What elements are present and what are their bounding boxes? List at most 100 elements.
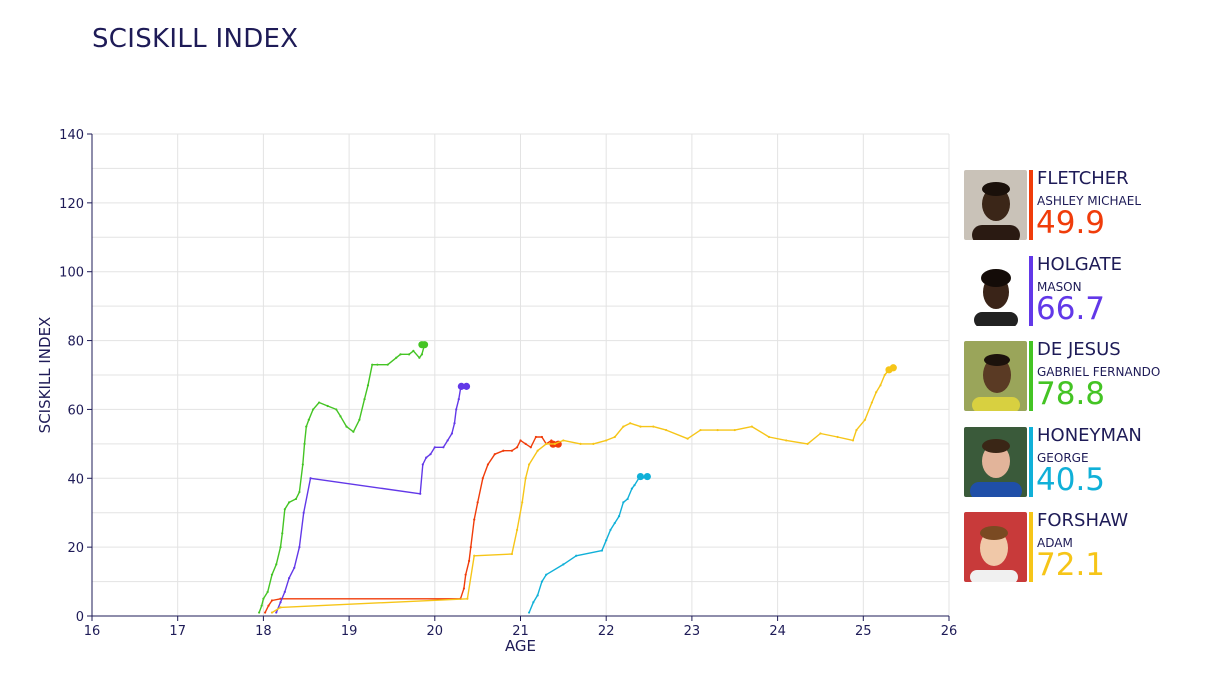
data-point-honeyman xyxy=(540,580,544,583)
player-photo-icon xyxy=(964,512,1027,582)
data-point-holgate xyxy=(450,432,454,435)
y-tick-label: 40 xyxy=(67,472,84,487)
end-marker-holgate xyxy=(462,382,471,390)
data-point-holgate xyxy=(425,456,428,459)
data-point-de-jesus xyxy=(418,356,421,359)
chart-series xyxy=(258,341,897,614)
data-point-de-jesus xyxy=(258,611,261,614)
data-point-forshaw xyxy=(524,477,527,480)
data-point-holgate xyxy=(302,511,305,514)
x-tick-label: 22 xyxy=(598,624,615,639)
data-point-fletcher xyxy=(467,559,471,563)
data-point-de-jesus xyxy=(352,430,355,433)
legend-card-honeyman[interactable]: HONEYMAN GEORGE 40.5 xyxy=(964,424,1214,497)
data-point-honeyman xyxy=(613,521,616,525)
data-point-honeyman xyxy=(626,497,629,501)
data-point-fletcher xyxy=(515,446,519,449)
data-point-de-jesus xyxy=(363,398,366,401)
data-point-forshaw xyxy=(863,418,867,421)
legend-card-forshaw[interactable]: FORSHAW ADAM 72.1 xyxy=(964,510,1214,583)
series-line-honeyman xyxy=(528,475,647,613)
data-point-de-jesus xyxy=(283,508,286,511)
end-marker-forshaw xyxy=(889,364,897,372)
data-point-honeyman xyxy=(527,611,531,614)
data-point-de-jesus xyxy=(345,425,348,428)
series-line-fletcher xyxy=(264,436,559,613)
end-marker-honeyman xyxy=(636,472,645,481)
data-point-fletcher xyxy=(519,439,522,442)
legend-color-bar xyxy=(1029,426,1033,497)
data-point-de-jesus xyxy=(339,415,342,418)
data-point-forshaw xyxy=(686,437,689,440)
data-point-forshaw xyxy=(527,463,531,466)
end-marker-honeyman xyxy=(643,472,651,481)
player-surname: FLETCHER xyxy=(1037,168,1129,189)
data-point-holgate xyxy=(455,408,458,411)
data-point-forshaw xyxy=(579,442,582,445)
data-point-fletcher xyxy=(534,435,538,439)
data-point-de-jesus xyxy=(266,590,269,594)
data-point-holgate xyxy=(275,611,278,614)
data-point-fletcher xyxy=(462,587,466,590)
legend-card-de-jesus[interactable]: DE JESUS GABRIEL FERNANDO 78.8 xyxy=(964,339,1214,412)
data-point-honeyman xyxy=(617,515,621,518)
player-surname: HONEYMAN xyxy=(1037,424,1142,446)
player-score: 72.1 xyxy=(1036,547,1106,583)
player-surname: FORSHAW xyxy=(1037,510,1129,531)
data-point-forshaw xyxy=(836,435,839,439)
data-point-forshaw xyxy=(875,391,878,394)
y-tick-label: 120 xyxy=(59,197,84,212)
data-point-fletcher xyxy=(502,449,505,452)
legend-color-bar xyxy=(1029,170,1033,240)
player-given-name: ADAM xyxy=(1037,536,1073,550)
data-point-fletcher xyxy=(486,463,490,466)
data-point-forshaw xyxy=(665,428,668,432)
data-point-forshaw xyxy=(785,439,788,442)
data-point-de-jesus xyxy=(301,463,304,466)
data-point-fletcher xyxy=(481,477,484,480)
data-point-de-jesus xyxy=(407,353,411,356)
player-given-name: GEORGE xyxy=(1037,450,1089,465)
data-point-de-jesus xyxy=(288,501,291,504)
data-point-honeyman xyxy=(545,573,548,576)
data-point-holgate xyxy=(433,446,436,449)
data-point-honeyman xyxy=(532,601,535,604)
data-point-de-jesus xyxy=(262,597,265,600)
player-given-name: GABRIEL FERNANDO xyxy=(1037,365,1161,379)
player-photo-icon xyxy=(964,255,1027,326)
data-point-fletcher xyxy=(529,446,532,449)
chart-grid xyxy=(91,133,950,617)
data-point-de-jesus xyxy=(412,349,415,352)
data-point-forshaw xyxy=(870,401,873,404)
player-score: 78.8 xyxy=(1036,376,1106,412)
data-point-de-jesus xyxy=(366,384,370,387)
data-point-holgate xyxy=(457,398,460,401)
data-point-de-jesus xyxy=(318,401,321,404)
legend-color-bar xyxy=(1029,255,1033,326)
player-score: 66.7 xyxy=(1036,290,1106,327)
legend-card-holgate[interactable]: HOLGATE MASON 66.7 xyxy=(964,254,1214,327)
data-point-forshaw xyxy=(750,425,753,428)
data-point-honeyman xyxy=(536,594,539,597)
player-photo-icon xyxy=(964,170,1027,240)
data-point-holgate xyxy=(453,422,456,425)
data-point-forshaw xyxy=(879,384,882,387)
data-point-fletcher xyxy=(270,599,274,602)
data-point-de-jesus xyxy=(260,604,263,607)
data-point-honeyman xyxy=(622,501,625,504)
data-point-de-jesus xyxy=(305,425,308,428)
data-point-fletcher xyxy=(464,573,467,576)
data-point-forshaw xyxy=(605,439,608,442)
data-point-forshaw xyxy=(851,439,855,442)
data-point-forshaw xyxy=(545,442,548,445)
legend-card-fletcher[interactable]: FLETCHER ASHLEY MICHAEL 49.9 xyxy=(964,168,1214,240)
player-surname: DE JESUS xyxy=(1037,339,1121,360)
data-point-honeyman xyxy=(605,539,608,542)
data-point-forshaw xyxy=(613,435,616,439)
legend-color-bar xyxy=(1029,512,1033,582)
page-title: SCISKILL INDEX xyxy=(92,24,299,54)
player-photo-icon xyxy=(964,341,1027,411)
y-tick-label: 140 xyxy=(59,128,84,143)
x-tick-label: 26 xyxy=(941,624,958,639)
